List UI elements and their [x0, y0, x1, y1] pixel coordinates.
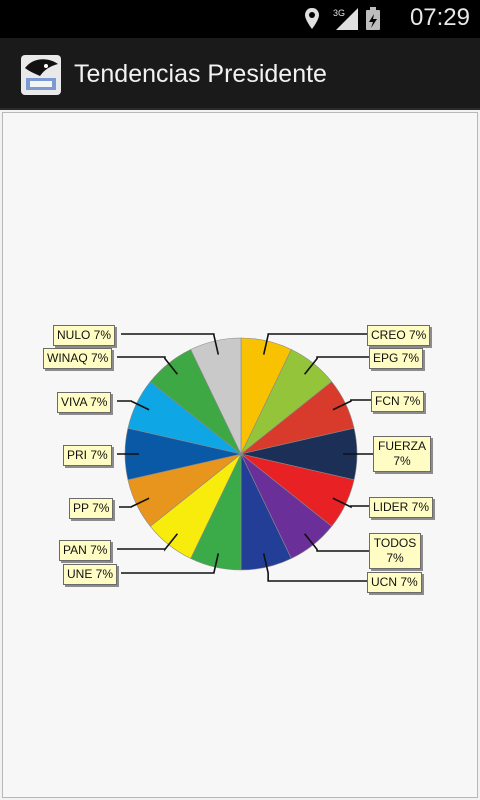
location-icon: [305, 8, 319, 29]
slice-label-todos: TODOS 7%: [369, 533, 421, 569]
slice-label-pan: PAN 7%: [59, 540, 112, 561]
leader-line: [262, 333, 367, 355]
slice-label-pri: PRI 7%: [63, 445, 112, 466]
signal-icon: 3G: [333, 8, 358, 30]
leader-line: [332, 497, 369, 509]
app-logo-icon[interactable]: [20, 54, 62, 96]
leader-line: [119, 497, 150, 508]
slice-label-fuerza: FUERZA 7%: [373, 436, 431, 472]
slice-label-viva: VIVA 7%: [57, 392, 112, 413]
leader-line: [332, 399, 371, 411]
leader-line: [117, 356, 179, 375]
slice-label-nulo: NULO 7%: [53, 325, 116, 346]
status-bar: 3G 07:29: [0, 0, 480, 38]
slice-label-une: UNE 7%: [63, 564, 118, 585]
leader-line: [303, 533, 369, 552]
leader-line: [117, 533, 179, 552]
slice-label-winaq: WINAQ 7%: [43, 348, 113, 369]
slice-label-pp: PP 7%: [69, 498, 114, 519]
slice-label-fcn: FCN 7%: [371, 391, 425, 412]
app-title: Tendencias Presidente: [74, 60, 327, 88]
action-bar: Tendencias Presidente: [0, 38, 480, 110]
leader-line: [121, 553, 220, 574]
slice-label-ucn: UCN 7%: [367, 572, 422, 593]
status-icons: 3G: [305, 7, 380, 30]
battery-icon: [366, 7, 380, 30]
leader-line: [303, 356, 369, 375]
leader-line: [262, 553, 367, 582]
status-time: 07:29: [409, 4, 470, 31]
network-type-text: 3G: [333, 8, 345, 18]
leader-line: [121, 333, 220, 355]
leader-line: [117, 400, 150, 411]
slice-label-epg: EPG 7%: [369, 348, 424, 369]
slice-label-creo: CREO 7%: [367, 325, 431, 346]
slice-label-lider: LIDER 7%: [369, 497, 434, 518]
pie-chart: [117, 333, 373, 582]
chart-container: CREO 7% EPG 7% FCN 7% FUERZA 7% LIDER 7% TODOS…: [2, 112, 478, 798]
